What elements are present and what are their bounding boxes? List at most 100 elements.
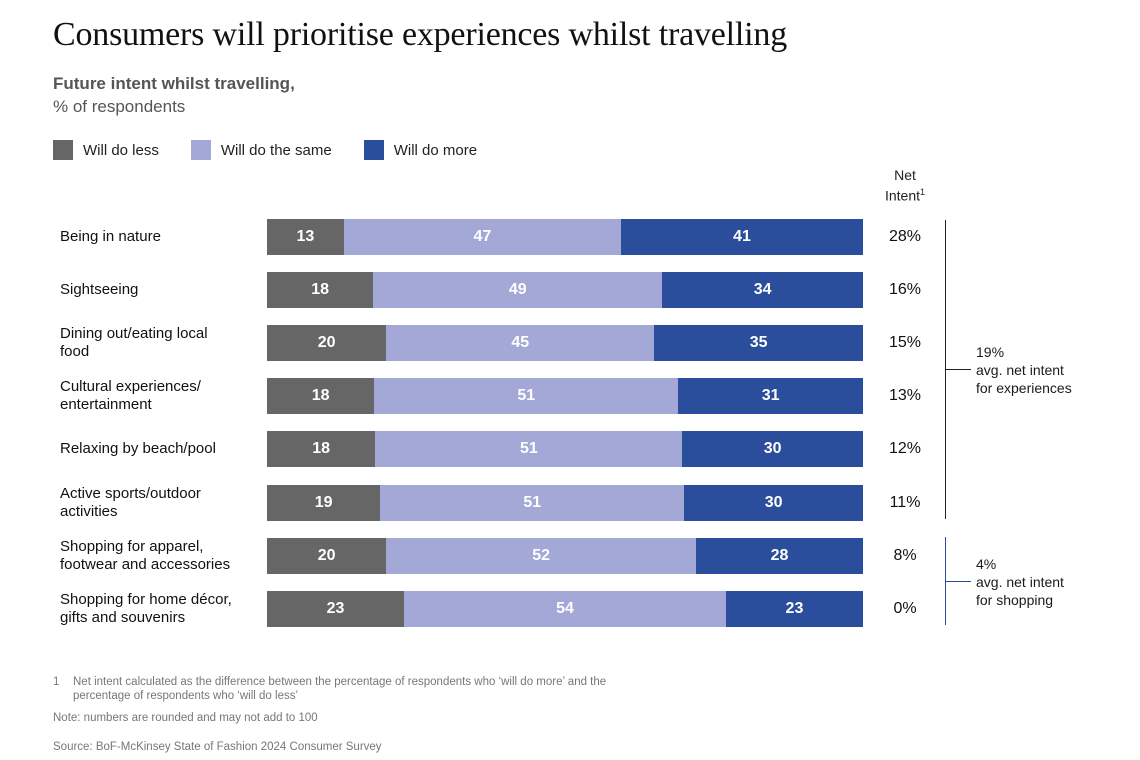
shopping-bracket-tick: [945, 581, 971, 582]
data-label: 18: [311, 387, 330, 405]
experiences-avg-value: 19%: [976, 344, 1005, 360]
category-label: Shopping for apparel, footwear and access…: [60, 538, 260, 574]
bar-segment-less: 18: [267, 431, 376, 468]
legend-item-same: Will do the same: [190, 140, 332, 160]
bar-segment-less: 19: [267, 484, 381, 521]
chart-subtitle: Future intent whilst travelling, % of re…: [53, 72, 295, 118]
source-note: Source: BoF-McKinsey State of Fashion 20…: [53, 741, 382, 753]
shopping-avg-value: 4%: [976, 556, 997, 572]
data-label: 20: [317, 546, 336, 564]
bar-segment-less: 13: [267, 219, 344, 255]
bar-segment-less: 23: [267, 590, 405, 627]
net-intent-header-text: Intent: [884, 187, 920, 204]
category-label-line: Cultural experiences/: [60, 378, 201, 396]
category-label: Relaxing by beach/pool: [60, 440, 260, 458]
bar-segment-less: 20: [267, 325, 387, 362]
category-label-line: activities: [60, 502, 118, 520]
footnote-text-2: percentage of respondents who ‘will do l…: [73, 690, 299, 702]
bar-segment-more: 30: [682, 431, 863, 468]
bar-segment-less: 18: [267, 272, 374, 309]
category-label: Sightseeing: [60, 281, 260, 299]
legend-label-same: Will do the same: [220, 141, 332, 159]
data-label: 45: [511, 334, 530, 352]
experiences-avg-label-2: for experiences: [976, 380, 1072, 396]
legend-item-more: Will do more: [363, 140, 478, 160]
chart-title: Consumers will prioritise experiences wh…: [53, 16, 788, 53]
bar-segment-same: 51: [374, 378, 679, 415]
shopping-avg-label-2: for shopping: [976, 592, 1054, 608]
category-label-line: Being in nature: [60, 228, 161, 245]
net-intent-value: 15%: [888, 334, 922, 352]
legend-swatch-less: [53, 140, 73, 160]
category-label-line: entertainment: [60, 396, 152, 414]
data-label: 31: [761, 387, 780, 405]
legend: Will do less Will do the same Will do mo…: [53, 140, 509, 160]
legend-swatch-more: [363, 140, 384, 160]
net-intent-value: 28%: [888, 228, 922, 245]
data-label: 23: [785, 599, 804, 617]
bar-segment-same: 47: [343, 219, 622, 255]
bar-segment-same: 54: [404, 590, 726, 627]
net-intent-value: 8%: [893, 546, 917, 564]
data-label: 49: [508, 281, 527, 299]
footnote-number: 1: [53, 676, 60, 688]
category-label: Active sports/outdoor activities: [60, 485, 260, 521]
category-label-line: Dining out/eating local: [60, 325, 208, 343]
rounding-note: Note: numbers are rounded and may not ad…: [53, 712, 318, 724]
net-intent-value: 0%: [893, 599, 917, 617]
bar-segment-more: 31: [678, 378, 863, 415]
footnote-1: 1 Net intent calculated as the difference…: [53, 675, 606, 703]
data-label: 30: [764, 493, 783, 511]
bar-segment-less: 20: [267, 537, 387, 574]
legend-swatch-same: [190, 140, 211, 160]
data-label: 51: [519, 440, 538, 458]
data-label: 28: [770, 546, 789, 564]
bar-segment-less: 18: [267, 378, 375, 415]
data-label: 35: [749, 334, 768, 352]
data-label: 13: [296, 228, 315, 245]
bar-segment-more: 34: [662, 272, 863, 309]
experiences-avg-label-1: avg. net intent: [976, 362, 1064, 378]
stacked-bar: 20 52 28: [267, 537, 863, 574]
stacked-bar: 18 51 30: [267, 431, 863, 468]
experiences-annotation: 19% avg. net intent for experiences: [976, 343, 1072, 397]
bar-segment-same: 51: [380, 484, 685, 521]
category-label-line: Relaxing by beach/pool: [60, 440, 216, 458]
stacked-bar: 23 54 23: [267, 590, 863, 627]
net-intent-value: 16%: [888, 281, 922, 299]
category-label-line: Shopping for apparel,: [60, 537, 204, 555]
category-label: Cultural experiences/entertainment: [60, 378, 260, 414]
bar-segment-more: 23: [725, 590, 863, 627]
net-intent-header: Net Intent1: [870, 167, 940, 205]
shopping-avg-label-1: avg. net intent: [976, 574, 1064, 590]
data-label: 19: [314, 493, 333, 511]
bar-segment-same: 51: [375, 431, 683, 468]
net-intent-value: 12%: [888, 440, 922, 458]
stacked-bar: 13 47 41: [267, 219, 863, 255]
legend-label-more: Will do more: [393, 141, 478, 159]
bar-segment-same: 52: [386, 537, 697, 574]
category-label-line: gifts and souvenirs: [60, 608, 186, 626]
legend-label-less: Will do less: [83, 141, 159, 159]
bar-segment-more: 30: [684, 484, 863, 521]
category-label: Shopping for home décor, gifts and souven…: [60, 591, 260, 627]
data-label: 30: [763, 440, 782, 458]
category-label-line: food: [60, 343, 90, 361]
stacked-bar: 18 51 31: [267, 378, 863, 415]
data-label: 18: [312, 440, 331, 458]
subtitle-line-2: % of respondents: [53, 97, 186, 116]
bar-segment-more: 41: [621, 219, 863, 255]
net-intent-header-line-2: Intent1: [870, 184, 940, 205]
bar-segment-more: 35: [654, 325, 863, 362]
footnote-text-1: Net intent calculated as the difference …: [73, 676, 607, 688]
footnote-marker: 1: [920, 187, 926, 197]
category-label-line: Active sports/outdoor: [60, 484, 201, 502]
data-label: 54: [556, 599, 574, 617]
data-label: 34: [753, 281, 772, 299]
data-label: 51: [523, 493, 542, 511]
category-label: Dining out/eating local food: [60, 325, 260, 361]
shopping-annotation: 4% avg. net intent for shopping: [976, 555, 1064, 609]
category-label-line: footwear and accessories: [60, 555, 231, 573]
category-label-line: Sightseeing: [60, 281, 139, 299]
bar-segment-more: 28: [696, 537, 863, 574]
